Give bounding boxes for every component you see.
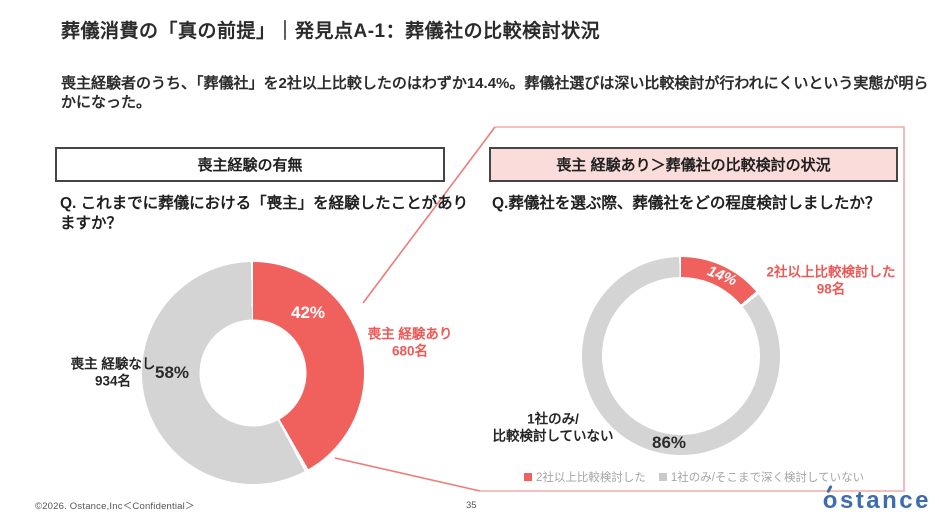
left-donut-yes-label-line2: 680名 (391, 343, 429, 358)
host-experience-donut-hole (199, 319, 307, 427)
legend-swatch-red-icon (524, 473, 532, 481)
copyright-text: ©2026. Ostance,Inc＜Confidential＞ (35, 501, 195, 512)
legend-swatch-gray-icon (658, 473, 667, 481)
left-donut-no-label-line2: 934名 (94, 373, 132, 388)
logo-text: ostance (822, 487, 931, 514)
page-number: 35 (466, 500, 477, 511)
left-donut-yes-pct: 42% (290, 303, 326, 322)
left-donut-yes-label-line1: 喪主 経験あり (367, 326, 453, 342)
left-donut-no-label-line1: 喪主 経験なし (70, 356, 156, 372)
right-donut-no-label-line1: 1社のみ/ (527, 411, 579, 427)
left-panel-header-label: 喪主経験の有無 (197, 157, 303, 174)
key-finding-text: 喪主経験者のうち、「葬儀社」を2社以上比較したのはわずか14.4%。葬儀社選びは… (61, 75, 929, 111)
right-donut-no-label-line2: 比較検討していない (492, 428, 614, 443)
right-panel-header: 喪主 経験あり＞葬儀社の比較検討の状況 (489, 147, 898, 182)
right-donut-yes-label-line2: 98名 (816, 281, 846, 296)
legend-label-not-compared: 1社のみ/そこまで深く検討していない (670, 472, 865, 484)
left-question: Q. これまでに葬儀における「喪主」を経験したことがありますか？ (60, 195, 469, 232)
right-donut-yes-label-line1: 2社以上比較検討した (766, 264, 896, 280)
left-donut-no-label: 喪主 経験なし 934名 (71, 357, 156, 390)
legend-label-compared: 2社以上比較検討した (536, 472, 646, 484)
ostance-logo: ostance (822, 484, 931, 515)
legend-item-not-compared: 1社のみ/そこまで深く検討していない (658, 469, 865, 485)
left-donut-yes-label: 喪主 経験あり 680名 (368, 327, 453, 360)
left-donut-no-pct: 58% (154, 363, 190, 382)
connector-line-bottom (334, 457, 481, 492)
comparison-donut (582, 257, 780, 455)
right-donut-no-label: 1社のみ/ 比較検討していない (492, 412, 613, 445)
right-donut-yes-label: 2社以上比較検討した 98名 (766, 265, 895, 298)
legend-item-compared: 2社以上比較検討した (524, 469, 646, 485)
right-question: Q.葬儀社を選ぶ際、葬儀社をどの程度検討しましたか？ (492, 195, 881, 212)
comparison-donut-hole (602, 277, 760, 435)
left-panel-header: 喪主経験の有無 (55, 147, 445, 182)
page-title: 葬儀消費の「真の前提」｜発見点A-1：葬儀社の比較検討状況 (61, 21, 601, 42)
right-panel-header-label: 喪主 経験あり＞葬儀社の比較検討の状況 (556, 157, 831, 174)
right-donut-no-pct: 86% (651, 433, 687, 452)
host-experience-donut (142, 262, 364, 484)
right-chart-legend: 2社以上比較検討した 1社のみ/そこまで深く検討していない (524, 469, 864, 485)
